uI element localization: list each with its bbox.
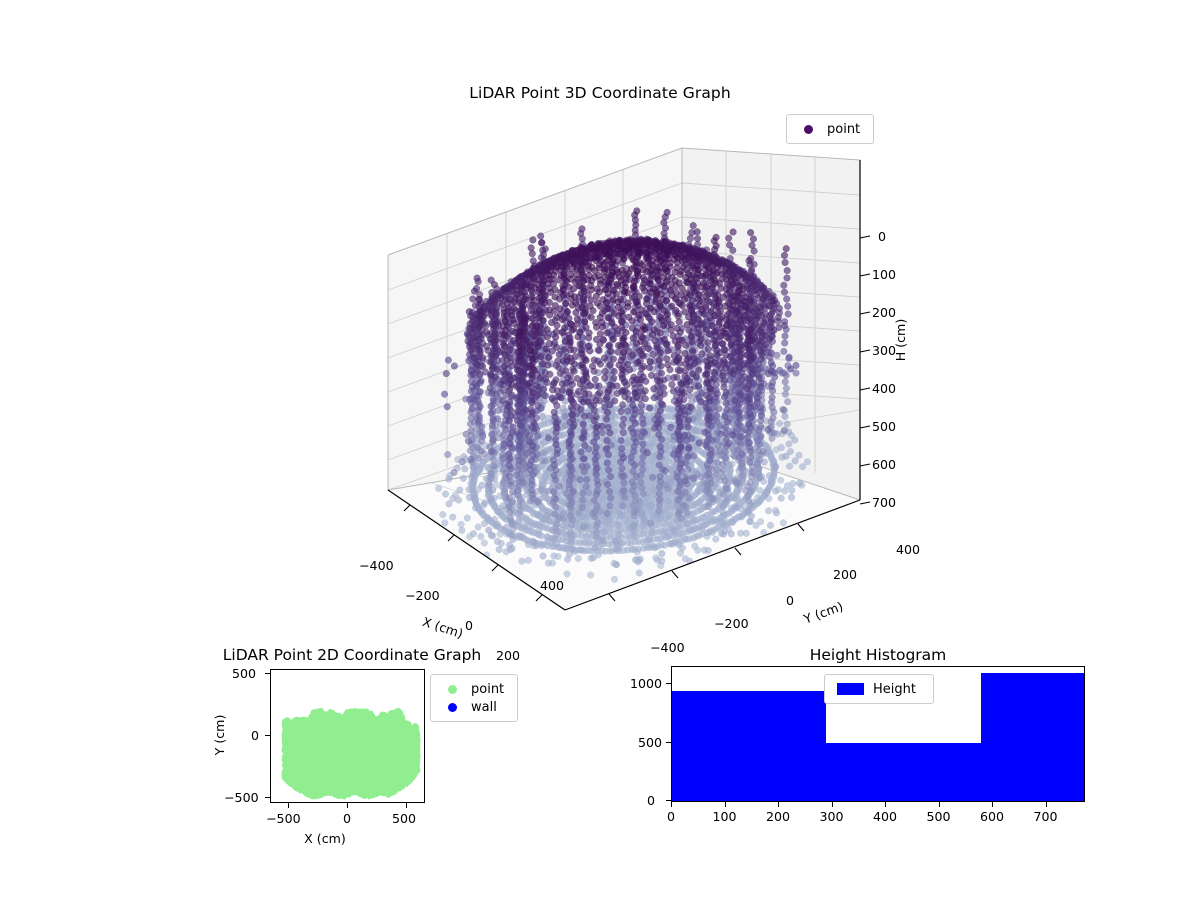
x-tick-2: 0 [465, 618, 474, 633]
plot2d-ytick-1: 0 [251, 728, 260, 743]
histogram-bar-1 [826, 743, 981, 801]
h-tick-0: 0 [878, 229, 887, 244]
histogram-bar-2 [980, 672, 1084, 801]
x-tickmarks [403, 504, 543, 602]
h-axis-label: H (cm) [893, 318, 908, 362]
plot2d-xtick-1: 0 [343, 811, 352, 826]
h-tick-4: 400 [872, 381, 897, 396]
hist-xtick-mark-1 [724, 802, 726, 807]
hist-xtick-0: 0 [666, 809, 676, 824]
plot2d-ytick-mark-1 [265, 735, 270, 737]
plot2d-xtick-0: −500 [266, 811, 301, 826]
x-tick-3: 200 [496, 648, 521, 663]
hist-xtick-7: 700 [1033, 809, 1058, 824]
h-tick-1: 100 [872, 267, 897, 282]
plot2d-xtick-mark-0 [288, 803, 290, 808]
hist-ytick-2: 1000 [629, 676, 662, 691]
hist-xtick-4: 400 [872, 809, 898, 824]
legend-label: point [471, 681, 505, 697]
hist-xtick-1: 100 [712, 809, 737, 824]
hist-xtick-mark-5 [938, 802, 940, 807]
hist-ytick-mark-1 [666, 742, 671, 744]
hist-xtick-3: 300 [819, 809, 844, 824]
plot2d-canvas [281, 707, 421, 800]
y-tickmarks [608, 523, 805, 602]
plot2d-xaxis-label: X (cm) [304, 831, 346, 846]
plot3d-title: LiDAR Point 3D Coordinate Graph [469, 84, 731, 102]
hist-xtick-mark-7 [1045, 802, 1047, 807]
point-marker-icon [439, 684, 465, 694]
legend-entry-point: point [439, 680, 508, 698]
plot2d-ytick-0: 500 [232, 666, 257, 681]
hist-xtick-mark-0 [671, 802, 673, 807]
hist-xtick-6: 600 [979, 809, 1005, 824]
legend-entry-height: Height [833, 680, 924, 698]
hist-ytick-0: 0 [646, 793, 655, 808]
plot3d-axes[interactable]: 0 100 200 300 400 500 600 700 H (cm) −40… [300, 120, 940, 663]
wall-marker-icon [439, 702, 465, 712]
plot2d-xtick-2: 500 [392, 811, 417, 826]
axis-spines [387, 160, 861, 611]
plot3d-point-cloud [435, 207, 811, 583]
plot2d-title: LiDAR Point 2D Coordinate Graph [222, 646, 482, 664]
legend-label: Height [873, 681, 916, 697]
hist-xtick-mark-4 [885, 802, 887, 807]
hist-xtick-mark-6 [992, 802, 994, 807]
plot3d-canvas [387, 147, 871, 611]
histogram-legend: Height [824, 674, 934, 704]
plot3d-legend: point [786, 114, 874, 144]
x-tick-0: −400 [359, 558, 394, 573]
plot2d-xtick-mark-1 [347, 803, 349, 808]
histogram-title: Height Histogram [809, 646, 947, 664]
plot2d-xtick-mark-2 [406, 803, 408, 808]
plot2d-axes[interactable] [270, 669, 425, 803]
legend-label: point [827, 121, 861, 137]
x-tick-4: 400 [540, 578, 565, 593]
legend-entry-wall: wall [439, 698, 508, 716]
y-tick-1: −200 [714, 616, 749, 631]
plot2d-yaxis-label: Y (cm) [212, 714, 227, 756]
plot2d-ytick-mark-2 [265, 797, 270, 799]
legend-entry-point: point [795, 120, 864, 138]
h-tick-3: 300 [872, 343, 897, 358]
plot2d-legend: point wall [430, 674, 518, 722]
point-marker-icon [795, 124, 821, 134]
hist-xtick-mark-3 [831, 802, 833, 807]
histogram-bar-0 [672, 690, 827, 801]
h-tickmarks [859, 235, 871, 505]
y-tick-4: 400 [896, 542, 921, 557]
x-tick-1: −200 [405, 588, 440, 603]
height-patch-icon [833, 683, 867, 695]
h-tick-5: 500 [872, 419, 897, 434]
hist-xtick-5: 500 [926, 809, 951, 824]
hist-ytick-1: 500 [637, 735, 662, 750]
y-tick-2: 0 [786, 593, 795, 608]
y-tick-0: −400 [650, 640, 685, 655]
hist-xtick-mark-2 [778, 802, 780, 807]
y-tick-3: 200 [833, 567, 858, 582]
plot2d-point-cloud [281, 707, 421, 800]
h-tick-7: 700 [872, 495, 897, 510]
hist-ytick-mark-0 [666, 800, 671, 802]
hist-xtick-2: 200 [765, 809, 791, 824]
hist-ytick-mark-2 [666, 683, 671, 685]
legend-label: wall [471, 699, 497, 715]
h-tick-2: 200 [872, 305, 897, 320]
h-tick-6: 600 [872, 457, 897, 472]
plot2d-ytick-2: −500 [224, 790, 259, 805]
plot2d-ytick-mark-0 [265, 673, 270, 675]
